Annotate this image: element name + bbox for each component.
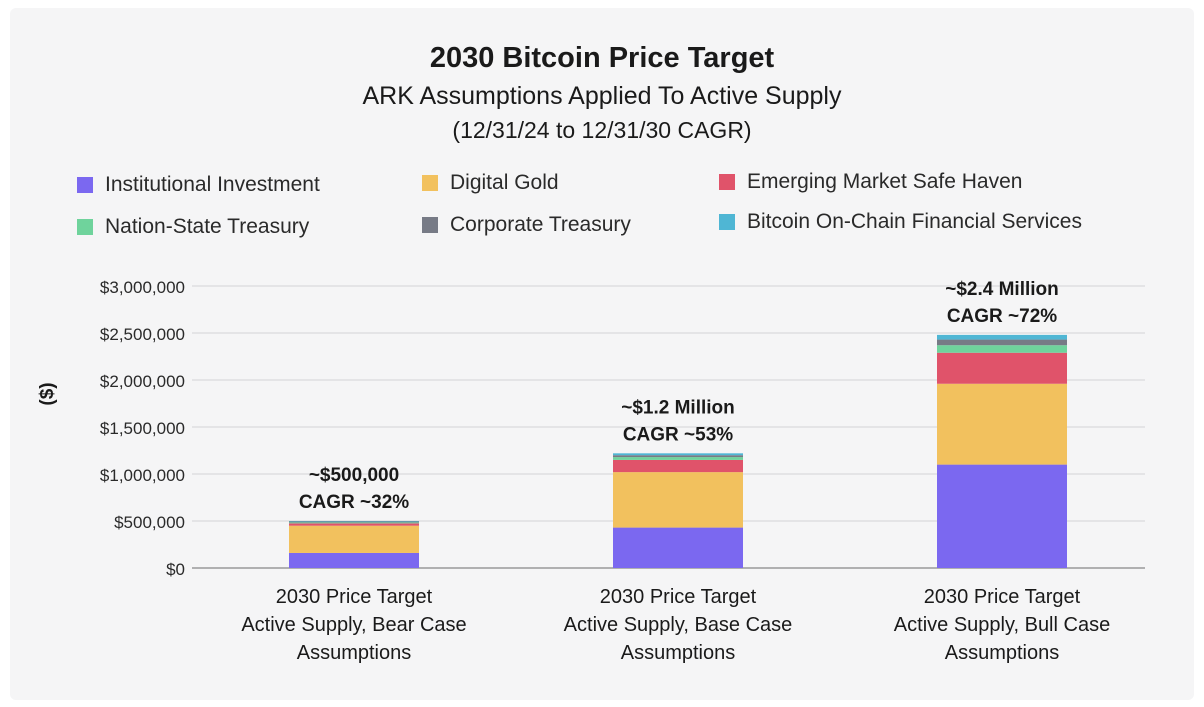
legend-swatch xyxy=(422,217,438,233)
x-tick-label: 2030 Price Target xyxy=(276,586,433,608)
bar-total-label: ~$1.2 Million xyxy=(621,397,735,418)
x-tick-label: Assumptions xyxy=(297,642,412,664)
bar-segment xyxy=(937,345,1067,353)
y-tick-label: $1,000,000 xyxy=(100,466,185,485)
y-tick-label: $3,000,000 xyxy=(100,278,185,297)
legend-label: Emerging Market Safe Haven xyxy=(747,170,1023,193)
bar-segment xyxy=(613,455,743,458)
bar-segment xyxy=(289,525,419,553)
bar-segment xyxy=(937,352,1067,384)
y-tick-label: $2,500,000 xyxy=(100,325,185,344)
bar-total-label: ~$2.4 Million xyxy=(945,279,1059,300)
bar-cagr-label: CAGR ~72% xyxy=(947,306,1057,327)
legend-label: Nation-State Treasury xyxy=(105,215,310,238)
bar-segment xyxy=(613,527,743,568)
chart-subtitle: ARK Assumptions Applied To Active Supply xyxy=(362,82,842,110)
bar-segment xyxy=(289,523,419,526)
chart-title: 2030 Bitcoin Price Target xyxy=(429,42,775,74)
legend-label: Bitcoin On-Chain Financial Services xyxy=(747,210,1082,233)
bar-segment xyxy=(937,464,1067,568)
bar-annotations: ~$500,000 CAGR ~32% ~$1.2 Million CAGR ~53%… xyxy=(299,279,1059,513)
bar-cagr-label: CAGR ~53% xyxy=(623,424,733,445)
x-tick-label: 2030 Price Target xyxy=(600,586,757,608)
chart-date-range: (12/31/24 to 12/31/30 CAGR) xyxy=(452,117,752,143)
x-tick-label: 2030 Price Target xyxy=(924,586,1081,608)
y-tick-label: $2,000,000 xyxy=(100,372,185,391)
bar-segment xyxy=(937,334,1067,340)
y-axis-ticks: $0 $500,000 $1,000,000 $1,500,000 $2,000,000… xyxy=(100,278,185,579)
x-axis-labels: 2030 Price Target Active Supply, Bear Cas… xyxy=(241,586,1110,664)
y-axis-label: ($) xyxy=(37,382,58,405)
legend-item-institutional-investment: Institutional Investment xyxy=(77,173,320,197)
y-tick-label: $1,500,000 xyxy=(100,419,185,438)
bar-segment xyxy=(613,472,743,528)
legend-swatch xyxy=(77,177,93,193)
legend-item-emerging-market-safe-haven: Emerging Market Safe Haven xyxy=(719,170,1022,194)
legend-swatch xyxy=(77,219,93,235)
bar-segment xyxy=(289,552,419,568)
legend-label: Corporate Treasury xyxy=(450,213,631,236)
legend-item-bitcoin-on-chain-financial-services: Bitcoin On-Chain Financial Services xyxy=(719,210,1082,234)
legend-swatch xyxy=(422,175,438,191)
x-tick-label: Active Supply, Base Case xyxy=(564,614,793,636)
x-tick-label: Assumptions xyxy=(945,642,1060,664)
bar-segment xyxy=(937,383,1067,465)
legend-swatch xyxy=(719,214,735,230)
bar-segment xyxy=(289,522,419,524)
bar-segment xyxy=(613,453,743,456)
legend-item-corporate-treasury: Corporate Treasury xyxy=(422,213,631,237)
legend-swatch xyxy=(719,174,735,190)
bar-cagr-label: CAGR ~32% xyxy=(299,492,409,513)
bar-total-label: ~$500,000 xyxy=(309,465,399,486)
legend-label: Institutional Investment xyxy=(105,173,320,196)
x-tick-label: Assumptions xyxy=(621,642,736,664)
bar-segment xyxy=(289,521,419,523)
bar-segment xyxy=(613,457,743,460)
y-tick-label: $500,000 xyxy=(114,513,185,532)
bar-segment xyxy=(937,339,1067,346)
bar-segment xyxy=(613,459,743,473)
legend-item-digital-gold: Digital Gold xyxy=(422,171,559,195)
legend-item-nation-state-treasury: Nation-State Treasury xyxy=(77,215,309,239)
bar-stacks xyxy=(289,334,1067,568)
y-tick-label: $0 xyxy=(166,560,185,579)
legend-label: Digital Gold xyxy=(450,171,559,194)
x-tick-label: Active Supply, Bear Case xyxy=(241,614,466,636)
x-tick-label: Active Supply, Bull Case xyxy=(894,614,1110,636)
